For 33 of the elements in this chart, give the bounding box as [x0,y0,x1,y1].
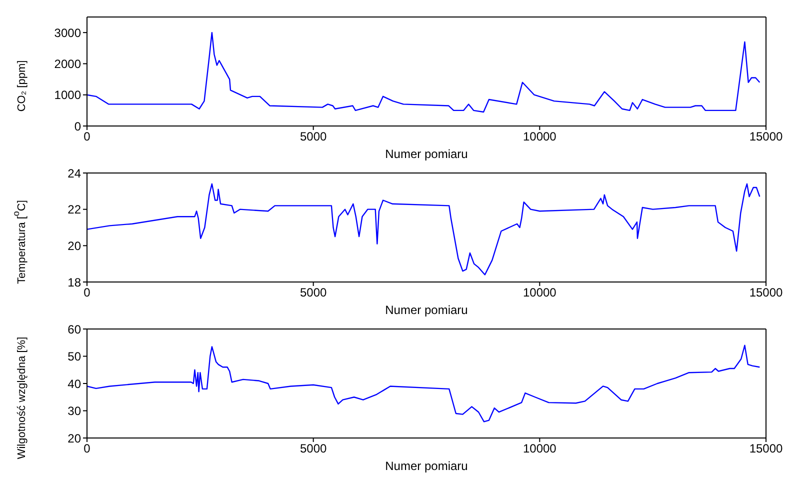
x-tick-label: 0 [84,442,91,456]
y-tick-label: 20 [68,431,82,446]
line-series [87,183,760,276]
line-series [87,344,760,422]
y-tick-label: 50 [68,350,82,364]
x-tick-label: 10000 [522,442,557,456]
x-axis-title: Numer pomiaru [385,303,468,317]
x-tick-label: 15000 [749,286,784,300]
x-tick-label: 15000 [749,130,784,144]
y-tick-label: 22 [68,202,82,217]
y-tick-label: 60 [68,322,82,336]
x-tick-label: 15000 [749,442,784,456]
x-axis-title: Numer pomiaru [385,459,468,473]
y-tick-label: 30 [68,404,82,418]
line-series [87,32,760,113]
x-tick-label: 10000 [522,130,557,144]
y-axis-title: CO₂ [ppm] [16,60,28,112]
x-tick-label: 10000 [522,286,557,300]
x-tick-label: 0 [84,286,91,300]
y-tick-label: 20 [68,238,82,253]
x-axis-title: Numer pomiaru [385,147,468,161]
y-tick-label: 40 [68,376,82,391]
y-tick-label: 3000 [54,26,82,40]
x-tick-label: 5000 [300,442,328,456]
y-axis-title: Wilgotność względna [%] [16,336,28,460]
y-tick-label: 24 [68,166,82,180]
x-tick-label: 5000 [300,286,328,300]
y-tick-label: 0 [74,119,82,134]
y-tick-label: 18 [68,275,82,290]
y-tick-label: 1000 [54,88,82,102]
y-tick-label: 2000 [54,56,82,71]
x-tick-label: 0 [84,130,91,144]
x-tick-label: 5000 [300,130,328,144]
